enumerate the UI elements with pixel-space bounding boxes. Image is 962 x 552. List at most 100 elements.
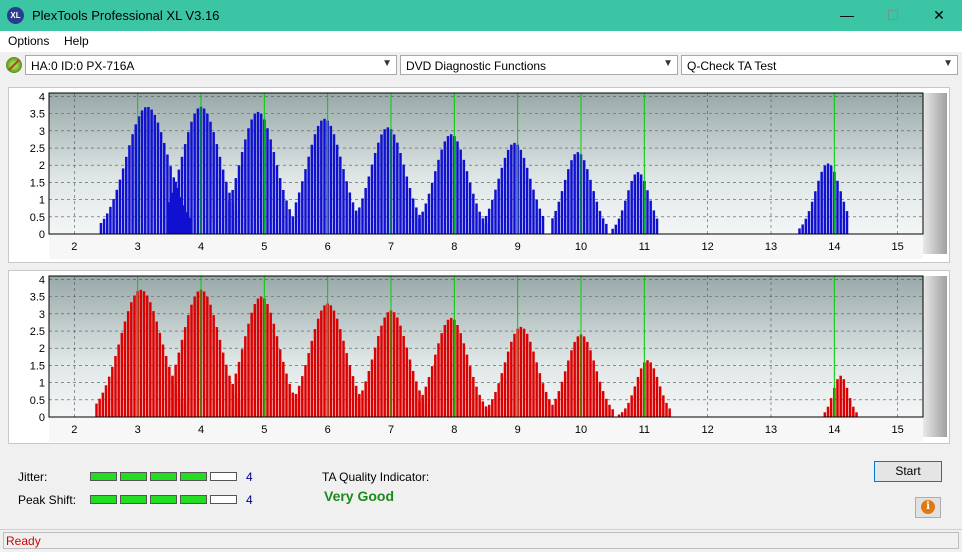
chart-bar (598, 210, 602, 234)
chart-bar (168, 366, 171, 417)
test-select[interactable]: Q-Check TA Test ▼ (681, 55, 958, 75)
chart-bar (348, 365, 352, 417)
chart-bar (465, 171, 469, 234)
chart-bar (247, 128, 250, 234)
maximize-button[interactable]: ☐ (886, 7, 900, 23)
chart-bar (449, 134, 453, 234)
chart-bar (282, 189, 285, 234)
menu-options[interactable]: Options (8, 34, 50, 48)
chart-bar (513, 333, 516, 417)
chart-bar (130, 302, 133, 417)
chart-bar (544, 391, 548, 417)
chart-bar (478, 211, 481, 234)
minimize-button[interactable]: — (840, 7, 854, 23)
chart-bar (228, 200, 231, 234)
menu-help[interactable]: Help (64, 34, 89, 48)
chart-bar (601, 218, 605, 234)
chart-bar (335, 318, 339, 417)
chart-bar (513, 142, 516, 234)
chart-bar (172, 177, 176, 234)
chart-bar (491, 399, 494, 417)
chart-bar (335, 144, 339, 234)
chart-bar (839, 191, 842, 234)
chart-bar (440, 149, 443, 234)
chart-bar (399, 325, 402, 417)
chart-bar (538, 208, 542, 234)
chart-bar (307, 156, 310, 234)
chart-bar (218, 339, 222, 417)
chart-bar (598, 381, 602, 417)
chart-bar (655, 218, 659, 234)
chart-bar (155, 321, 158, 417)
drive-select[interactable]: HA:0 ID:0 PX-716A ▼ (25, 55, 397, 75)
chart-bar (459, 149, 462, 234)
chart-bar (519, 326, 523, 417)
chart-bar (206, 113, 209, 234)
plot-area (49, 276, 923, 417)
chart-bar (668, 408, 671, 417)
chart-bar (291, 392, 295, 417)
title-bar: XL PlexTools Professional XL V3.16 — ☐ ✕ (0, 0, 962, 31)
chart-bar (152, 311, 155, 417)
chart-bar (605, 223, 608, 234)
chart-bar (377, 142, 380, 234)
lower-chart-panel: 0 0.5 1 1.5 2 2.5 3 3.5 4 2 3 4 5 6 7 8 9 10 11 12 13 14 15 (8, 270, 950, 444)
chart-bar (589, 179, 592, 234)
chart-bar (168, 202, 171, 234)
chart-bar (582, 336, 586, 417)
chart-bar (370, 359, 374, 417)
chart-bar (532, 189, 535, 234)
chart-bar (392, 312, 396, 417)
chart-bar (102, 218, 106, 234)
chart-bar (383, 129, 386, 234)
chevron-down-icon: ▼ (663, 58, 673, 69)
chart-bar (503, 362, 507, 417)
chart-bar (560, 191, 564, 234)
info-button[interactable]: i (915, 497, 941, 518)
x-tick-label: 10 (575, 424, 587, 436)
chart-bar (475, 203, 478, 234)
x-tick-label: 5 (261, 241, 267, 253)
meter-segment (90, 495, 117, 504)
chart-bar (377, 335, 380, 417)
app-logo-icon: XL (7, 7, 24, 24)
chart-bar (639, 368, 643, 417)
chart-bar (551, 404, 554, 417)
axis-band (49, 234, 923, 259)
chart-bar (380, 134, 383, 234)
chart-bar (367, 370, 371, 417)
chart-bar (620, 210, 624, 234)
chart-bar (202, 108, 206, 234)
status-bar: Ready (0, 529, 962, 552)
chart-bar (836, 379, 839, 417)
chart-bar (272, 152, 276, 234)
chart-bar (820, 171, 823, 234)
chart-bar (183, 327, 187, 417)
x-tick-label: 7 (388, 424, 394, 436)
chart-bar (323, 305, 326, 417)
x-tick-label: 9 (515, 241, 521, 253)
chart-bar (522, 328, 526, 417)
chart-bar (354, 214, 358, 234)
chart-bar (823, 412, 827, 417)
chart-bar (801, 224, 804, 234)
chart-bar (823, 165, 827, 234)
function-select[interactable]: DVD Diagnostic Functions ▼ (400, 55, 678, 75)
chart-bar (218, 156, 222, 234)
chart-bar (190, 304, 193, 417)
side-shade (923, 93, 947, 254)
chart-bar (560, 381, 564, 417)
start-button[interactable]: Start (874, 461, 942, 482)
x-tick-label: 4 (198, 241, 204, 253)
chart-bar (582, 160, 586, 234)
chart-bar (361, 390, 364, 417)
chart-bar (185, 212, 188, 234)
chart-bar (364, 381, 367, 417)
meter-segment (150, 495, 177, 504)
y-tick-label: 2 (39, 160, 45, 172)
chart-bar (282, 361, 285, 417)
chart-bar (304, 169, 307, 234)
chart-bar (665, 402, 668, 417)
close-button[interactable]: ✕ (933, 7, 945, 23)
y-tick-label: 4 (39, 91, 45, 103)
